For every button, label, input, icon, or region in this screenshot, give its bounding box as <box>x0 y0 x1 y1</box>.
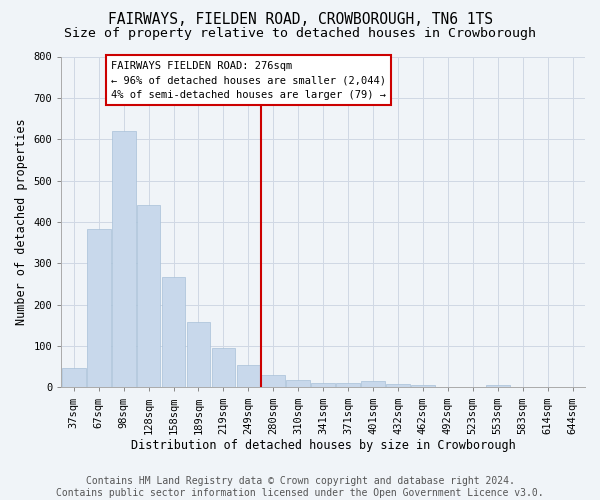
Bar <box>411 386 435 388</box>
Bar <box>336 383 360 388</box>
Text: FAIRWAYS, FIELDEN ROAD, CROWBOROUGH, TN6 1TS: FAIRWAYS, FIELDEN ROAD, CROWBOROUGH, TN6… <box>107 12 493 28</box>
Y-axis label: Number of detached properties: Number of detached properties <box>15 118 28 326</box>
Bar <box>262 375 285 388</box>
Bar <box>386 384 410 388</box>
Bar <box>286 380 310 388</box>
Bar <box>112 130 136 388</box>
Text: Size of property relative to detached houses in Crowborough: Size of property relative to detached ho… <box>64 28 536 40</box>
Bar <box>311 383 335 388</box>
Bar <box>486 384 509 388</box>
Bar <box>187 322 211 388</box>
Bar <box>62 368 86 388</box>
Bar <box>236 364 260 388</box>
X-axis label: Distribution of detached houses by size in Crowborough: Distribution of detached houses by size … <box>131 440 515 452</box>
Text: FAIRWAYS FIELDEN ROAD: 276sqm
← 96% of detached houses are smaller (2,044)
4% of: FAIRWAYS FIELDEN ROAD: 276sqm ← 96% of d… <box>111 60 386 100</box>
Bar <box>137 206 160 388</box>
Bar <box>212 348 235 388</box>
Text: Contains HM Land Registry data © Crown copyright and database right 2024.
Contai: Contains HM Land Registry data © Crown c… <box>56 476 544 498</box>
Bar <box>87 230 110 388</box>
Bar <box>162 276 185 388</box>
Bar <box>361 381 385 388</box>
